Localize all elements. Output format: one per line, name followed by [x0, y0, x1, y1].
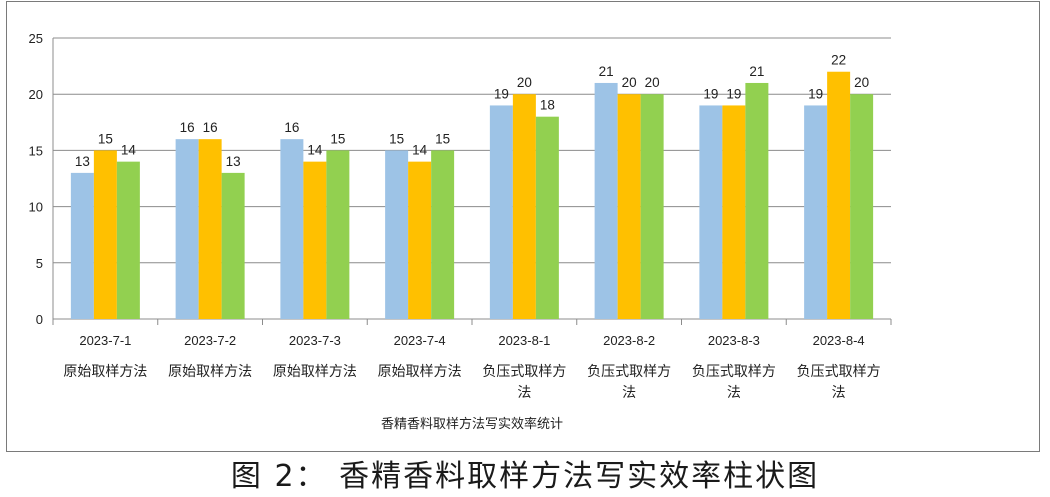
x-tick-label-method: 法 — [832, 385, 846, 401]
y-tick-label: 0 — [36, 312, 43, 327]
data-label: 16 — [203, 120, 218, 135]
data-label: 19 — [494, 86, 509, 101]
data-label: 15 — [98, 131, 113, 146]
bar — [280, 139, 304, 319]
x-tick-label-date: 2023-8-1 — [498, 333, 550, 348]
data-label: 13 — [75, 154, 90, 169]
x-tick-label-method: 法 — [727, 385, 741, 401]
y-tick-label: 5 — [36, 256, 43, 271]
x-tick-label-date: 2023-7-4 — [394, 333, 446, 348]
figure-caption: 图 2： 香精香料取样方法写实效率柱状图 — [230, 459, 820, 494]
data-label: 22 — [831, 53, 846, 68]
data-label: 18 — [540, 98, 555, 113]
x-tick-label-date: 2023-7-2 — [184, 333, 236, 348]
bar — [617, 94, 641, 319]
data-label: 14 — [121, 143, 137, 158]
x-tick-label-method: 负压式取样方 — [482, 364, 566, 380]
bar — [850, 94, 874, 319]
x-tick-label-date: 2023-8-3 — [708, 333, 760, 348]
x-tick-label-date: 2023-8-2 — [603, 333, 655, 348]
x-axis-title: 香精香料取样方法写实效率统计 — [381, 416, 563, 432]
bar — [594, 82, 618, 320]
bar — [175, 139, 199, 319]
bar — [198, 139, 222, 319]
bar — [303, 161, 327, 319]
bar — [512, 94, 536, 319]
bar — [745, 82, 769, 320]
bar — [489, 105, 513, 319]
bar — [722, 105, 746, 319]
x-tick-label-method: 原始取样方法 — [168, 364, 252, 380]
bar — [535, 116, 559, 320]
data-label: 19 — [703, 86, 718, 101]
data-label: 19 — [808, 86, 823, 101]
data-label: 14 — [307, 143, 323, 158]
chart-frame: 0 5 10 15 20 25 13 15 14 2023-7-1 原始取样方法 16 16 13 2023… — [6, 1, 1040, 452]
x-tick-label-date: 2023-7-3 — [289, 333, 341, 348]
x-tick-label-method: 原始取样方法 — [63, 364, 147, 380]
data-label: 20 — [645, 75, 660, 90]
data-label: 13 — [226, 154, 241, 169]
data-label: 20 — [854, 75, 869, 90]
x-tick-label-method: 原始取样方法 — [273, 364, 357, 380]
bar — [408, 161, 432, 319]
x-tick-label-date: 2023-7-1 — [79, 333, 131, 348]
data-label: 15 — [389, 131, 404, 146]
x-tick-label-method: 负压式取样方 — [797, 364, 881, 380]
x-tick-label-date: 2023-8-4 — [813, 333, 865, 348]
bar — [70, 172, 94, 319]
x-tick-label-method: 负压式取样方 — [587, 364, 671, 380]
bar — [93, 150, 117, 319]
bar — [221, 172, 245, 319]
bar — [431, 150, 455, 319]
x-tick-label-method: 法 — [517, 385, 531, 401]
bar-chart: 0 5 10 15 20 25 13 15 14 2023-7-1 原始取样方法 16 16 13 2023… — [29, 31, 892, 432]
y-tick-label: 20 — [29, 87, 43, 102]
data-label: 16 — [284, 120, 299, 135]
x-tick-label-method: 法 — [622, 385, 636, 401]
y-tick-label: 25 — [29, 31, 43, 46]
data-label: 15 — [330, 131, 345, 146]
data-label: 15 — [435, 131, 450, 146]
bar — [804, 105, 828, 319]
data-label: 14 — [412, 143, 428, 158]
data-label: 20 — [622, 75, 637, 90]
data-label: 16 — [180, 120, 195, 135]
x-tick-label-method: 负压式取样方 — [692, 364, 776, 380]
data-label: 20 — [517, 75, 532, 90]
y-tick-label: 15 — [29, 143, 43, 158]
data-label: 21 — [749, 64, 764, 79]
bar — [640, 94, 664, 319]
bar — [827, 71, 851, 319]
x-tick-label-method: 原始取样方法 — [378, 364, 462, 380]
bar — [116, 161, 140, 319]
y-tick-label: 10 — [29, 200, 43, 215]
data-label: 21 — [599, 64, 614, 79]
bar — [326, 150, 350, 319]
data-label: 19 — [726, 86, 741, 101]
bar — [385, 150, 409, 319]
bar — [699, 105, 723, 319]
